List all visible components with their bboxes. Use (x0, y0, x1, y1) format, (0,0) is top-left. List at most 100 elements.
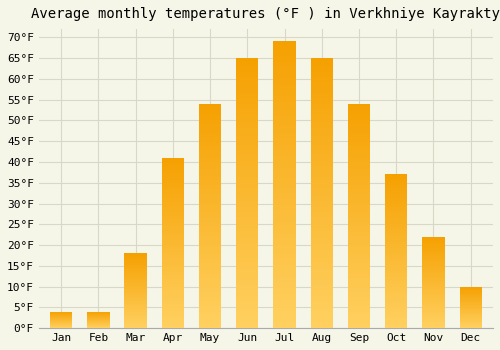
Bar (310, 169, 333, 172)
Bar (199, 144, 222, 146)
Bar (422, 309, 444, 310)
Bar (274, 156, 295, 159)
Bar (162, 221, 184, 223)
Bar (274, 190, 295, 194)
Bar (162, 274, 184, 275)
Bar (162, 308, 184, 309)
Bar (236, 128, 258, 131)
Bar (348, 254, 370, 257)
Bar (310, 198, 333, 201)
Bar (274, 279, 295, 282)
Bar (310, 217, 333, 220)
Bar (162, 241, 184, 243)
Bar (460, 317, 482, 318)
Bar (236, 153, 258, 155)
Bar (162, 170, 184, 172)
Bar (385, 225, 407, 227)
Bar (348, 176, 370, 178)
Bar (236, 299, 258, 301)
Bar (274, 257, 295, 259)
Bar (199, 187, 222, 189)
Bar (199, 124, 222, 126)
Bar (460, 320, 482, 321)
Bar (460, 302, 482, 303)
Bar (236, 61, 258, 64)
Bar (162, 248, 184, 250)
Bar (422, 308, 444, 309)
Bar (236, 209, 258, 212)
Bar (124, 254, 147, 255)
Bar (310, 196, 333, 198)
Bar (348, 279, 370, 281)
Bar (199, 138, 222, 140)
Bar (236, 272, 258, 274)
Bar (460, 308, 482, 309)
Bar (348, 187, 370, 189)
Bar (348, 225, 370, 227)
Bar (124, 298, 147, 299)
Bar (422, 296, 444, 297)
Bar (348, 294, 370, 297)
Bar (422, 320, 444, 321)
Bar (348, 196, 370, 198)
Bar (274, 133, 295, 136)
Bar (348, 173, 370, 176)
Bar (348, 178, 370, 180)
Bar (348, 319, 370, 321)
Bar (422, 281, 444, 282)
Bar (385, 293, 407, 294)
Bar (162, 161, 184, 163)
Bar (236, 225, 258, 228)
Bar (310, 128, 333, 131)
Bar (162, 287, 184, 289)
Bar (162, 246, 184, 248)
Bar (199, 220, 222, 223)
Bar (124, 256, 147, 257)
Bar (348, 160, 370, 162)
Bar (348, 133, 370, 135)
Bar (310, 153, 333, 155)
Bar (422, 321, 444, 322)
Bar (422, 254, 444, 255)
Bar (124, 260, 147, 261)
Bar (236, 201, 258, 204)
Bar (385, 325, 407, 327)
Bar (274, 194, 295, 196)
Bar (162, 275, 184, 277)
Bar (310, 223, 333, 225)
Bar (274, 205, 295, 208)
Bar (348, 191, 370, 194)
Bar (199, 303, 222, 306)
Bar (310, 166, 333, 169)
Bar (460, 290, 482, 291)
Bar (274, 107, 295, 110)
Bar (274, 119, 295, 122)
Bar (199, 216, 222, 218)
Bar (385, 196, 407, 197)
Bar (274, 239, 295, 242)
Bar (124, 313, 147, 314)
Bar (124, 278, 147, 279)
Bar (162, 320, 184, 321)
Bar (124, 285, 147, 286)
Bar (199, 283, 222, 286)
Bar (124, 253, 147, 254)
Bar (460, 313, 482, 314)
Bar (236, 163, 258, 166)
Bar (124, 259, 147, 260)
Bar (460, 293, 482, 294)
Bar (422, 263, 444, 264)
Bar (124, 283, 147, 284)
Bar (162, 272, 184, 274)
Bar (274, 182, 295, 185)
Bar (162, 180, 184, 182)
Bar (162, 315, 184, 316)
Bar (385, 285, 407, 287)
Bar (236, 134, 258, 136)
Bar (236, 309, 258, 312)
Bar (162, 303, 184, 304)
Bar (274, 231, 295, 233)
Bar (236, 110, 258, 112)
Bar (385, 327, 407, 328)
Bar (385, 321, 407, 322)
